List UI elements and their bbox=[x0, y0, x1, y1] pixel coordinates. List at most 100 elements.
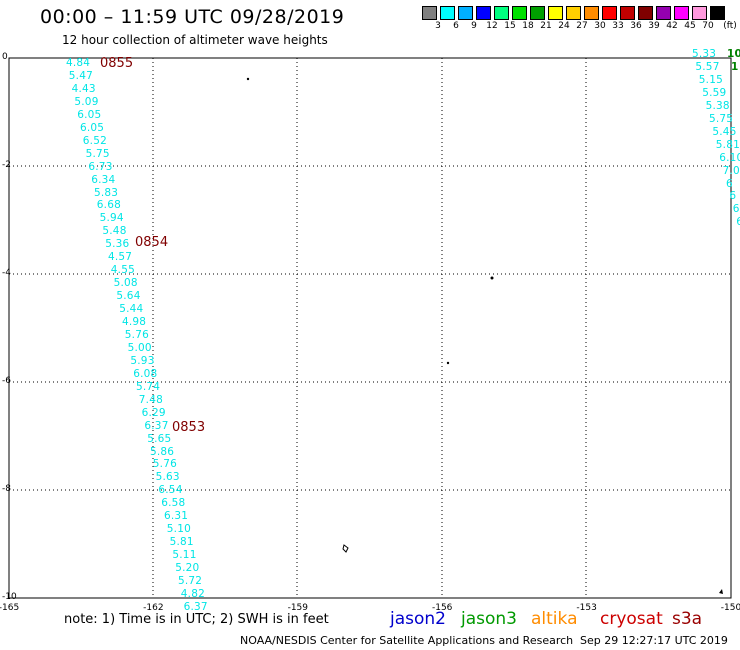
legend-label: 27 bbox=[576, 21, 588, 31]
track-time-label: 0854 bbox=[135, 235, 169, 250]
legend-swatch bbox=[656, 6, 671, 20]
wave-height-value: 5.65 bbox=[147, 432, 172, 445]
wave-height-value-partial: 10 bbox=[727, 48, 740, 60]
longitude-tick-label: -156 bbox=[431, 603, 453, 613]
wave-height-value: 5.38 bbox=[705, 99, 730, 112]
wave-height-value: 6.10 bbox=[719, 151, 740, 164]
legend-unit-label: (ft) bbox=[723, 21, 737, 31]
satellite-label: s3a bbox=[672, 609, 703, 629]
wave-height-value: 6.05 bbox=[77, 108, 102, 121]
latitude-tick-label: -6 bbox=[2, 376, 11, 386]
legend-label: 6 bbox=[453, 21, 459, 31]
wave-height-value: 5.20 bbox=[175, 562, 200, 575]
wave-height-value: 6.73 bbox=[88, 160, 113, 173]
wave-height-value: 5.81 bbox=[169, 536, 194, 549]
wave-height-value: 4.55 bbox=[110, 264, 135, 277]
wave-height-value: 5.86 bbox=[150, 445, 175, 458]
credit-text: NOAA/NESDIS Center for Satellite Applica… bbox=[240, 634, 574, 647]
longitude-tick-label: -159 bbox=[287, 603, 309, 613]
wave-height-value: 5.15 bbox=[698, 73, 723, 86]
wave-height-value: 5.93 bbox=[130, 354, 155, 367]
wave-height-value: 6.58 bbox=[161, 497, 186, 510]
satellite-label: altika bbox=[531, 609, 578, 629]
legend-label: 18 bbox=[522, 21, 534, 31]
wave-height-value: 7.0 bbox=[722, 164, 740, 177]
island-outline bbox=[342, 544, 349, 553]
legend-swatch bbox=[638, 6, 653, 20]
legend-label: 24 bbox=[558, 21, 570, 31]
satellite-label: cryosat bbox=[600, 609, 663, 629]
legend-swatch bbox=[692, 6, 707, 20]
longitude-tick-label: -165 bbox=[0, 603, 20, 613]
wave-height-value: 6.29 bbox=[141, 406, 166, 419]
legend-swatch bbox=[530, 6, 545, 20]
legend-swatch bbox=[566, 6, 581, 20]
legend-swatch bbox=[710, 6, 725, 20]
legend-swatch bbox=[584, 6, 599, 20]
wave-height-value: 6 bbox=[736, 216, 740, 229]
island-marker bbox=[719, 589, 723, 594]
wave-height-value: 5.64 bbox=[116, 290, 141, 303]
legend-swatch bbox=[440, 6, 455, 20]
legend-label: 42 bbox=[666, 21, 678, 31]
page-subtitle: 12 hour collection of altimeter wave hei… bbox=[62, 33, 328, 47]
wave-height-value: 5.36 bbox=[105, 238, 130, 251]
legend-swatch bbox=[476, 6, 491, 20]
longitude-tick-label: -150 bbox=[720, 603, 740, 613]
wave-height-value: 5.47 bbox=[68, 69, 93, 82]
wave-height-value: 5.10 bbox=[166, 523, 191, 536]
wave-height-value: 6.54 bbox=[158, 484, 183, 497]
longitude-tick-label: -162 bbox=[143, 603, 164, 613]
wave-height-value: 6.34 bbox=[91, 173, 116, 186]
wave-height-value: 4.82 bbox=[180, 587, 205, 600]
wave-height-value: 5.83 bbox=[94, 186, 119, 199]
wave-height-value: 5.57 bbox=[695, 60, 720, 73]
wave-height-value: 6.37 bbox=[183, 600, 208, 613]
wave-height-value: 5.00 bbox=[127, 341, 152, 354]
island-marker bbox=[490, 276, 494, 280]
track-time-label: 0855 bbox=[100, 56, 134, 71]
wave-height-value: 5.75 bbox=[85, 147, 110, 160]
longitude-tick-label: -153 bbox=[576, 603, 597, 613]
track-time-label: 0853 bbox=[172, 420, 206, 435]
wave-height-value: 5.76 bbox=[124, 328, 149, 341]
wave-height-value: 5.63 bbox=[155, 471, 180, 484]
wave-height-value: 6 bbox=[732, 203, 740, 216]
note-text: note: 1) Time is in UTC; 2) SWH is in fe… bbox=[64, 612, 329, 627]
wave-height-value: 6 bbox=[729, 190, 737, 203]
wave-height-value: 6.37 bbox=[144, 419, 169, 432]
wave-height-value: 5.09 bbox=[74, 95, 99, 108]
legend-label: 9 bbox=[471, 21, 477, 31]
latitude-tick-label: -4 bbox=[2, 268, 11, 278]
wave-height-value-partial: 1 bbox=[731, 60, 739, 73]
wave-height-value: 5.11 bbox=[172, 549, 197, 562]
wave-height-value: 6 bbox=[726, 177, 733, 190]
satellite-label: jason3 bbox=[461, 609, 517, 629]
wave-height-value: 6.68 bbox=[96, 199, 121, 212]
wave-height-value: 7.48 bbox=[138, 393, 163, 406]
wave-height-value: 5.08 bbox=[113, 277, 138, 290]
wave-height-value: 5.45 bbox=[712, 125, 737, 138]
wave-height-value: 5.44 bbox=[119, 303, 144, 316]
wave-height-value: 5.33 bbox=[692, 48, 717, 60]
wave-height-value: 4.98 bbox=[122, 316, 147, 328]
wave-height-value: 6.52 bbox=[82, 134, 107, 147]
legend-swatch bbox=[422, 6, 437, 20]
legend-label: 70 bbox=[702, 21, 714, 31]
legend-label: 33 bbox=[612, 21, 624, 31]
generated-timestamp: Sep 29 12:27:17 UTC 2019 bbox=[580, 634, 728, 647]
legend-label: 12 bbox=[486, 21, 498, 31]
legend-label: 30 bbox=[594, 21, 606, 31]
legend-swatch bbox=[602, 6, 617, 20]
wave-height-value: 4.84 bbox=[66, 57, 91, 69]
legend-label: 39 bbox=[648, 21, 660, 31]
wave-height-value: 4.43 bbox=[71, 82, 96, 95]
island-marker bbox=[446, 361, 450, 365]
latitude-tick-label: 0 bbox=[2, 52, 8, 62]
legend-label: 21 bbox=[540, 21, 552, 31]
legend-swatch bbox=[620, 6, 635, 20]
wave-height-value: 5.94 bbox=[99, 212, 124, 225]
wave-height-value: 5.81 bbox=[715, 138, 740, 151]
latitude-tick-label: -10 bbox=[2, 592, 17, 602]
